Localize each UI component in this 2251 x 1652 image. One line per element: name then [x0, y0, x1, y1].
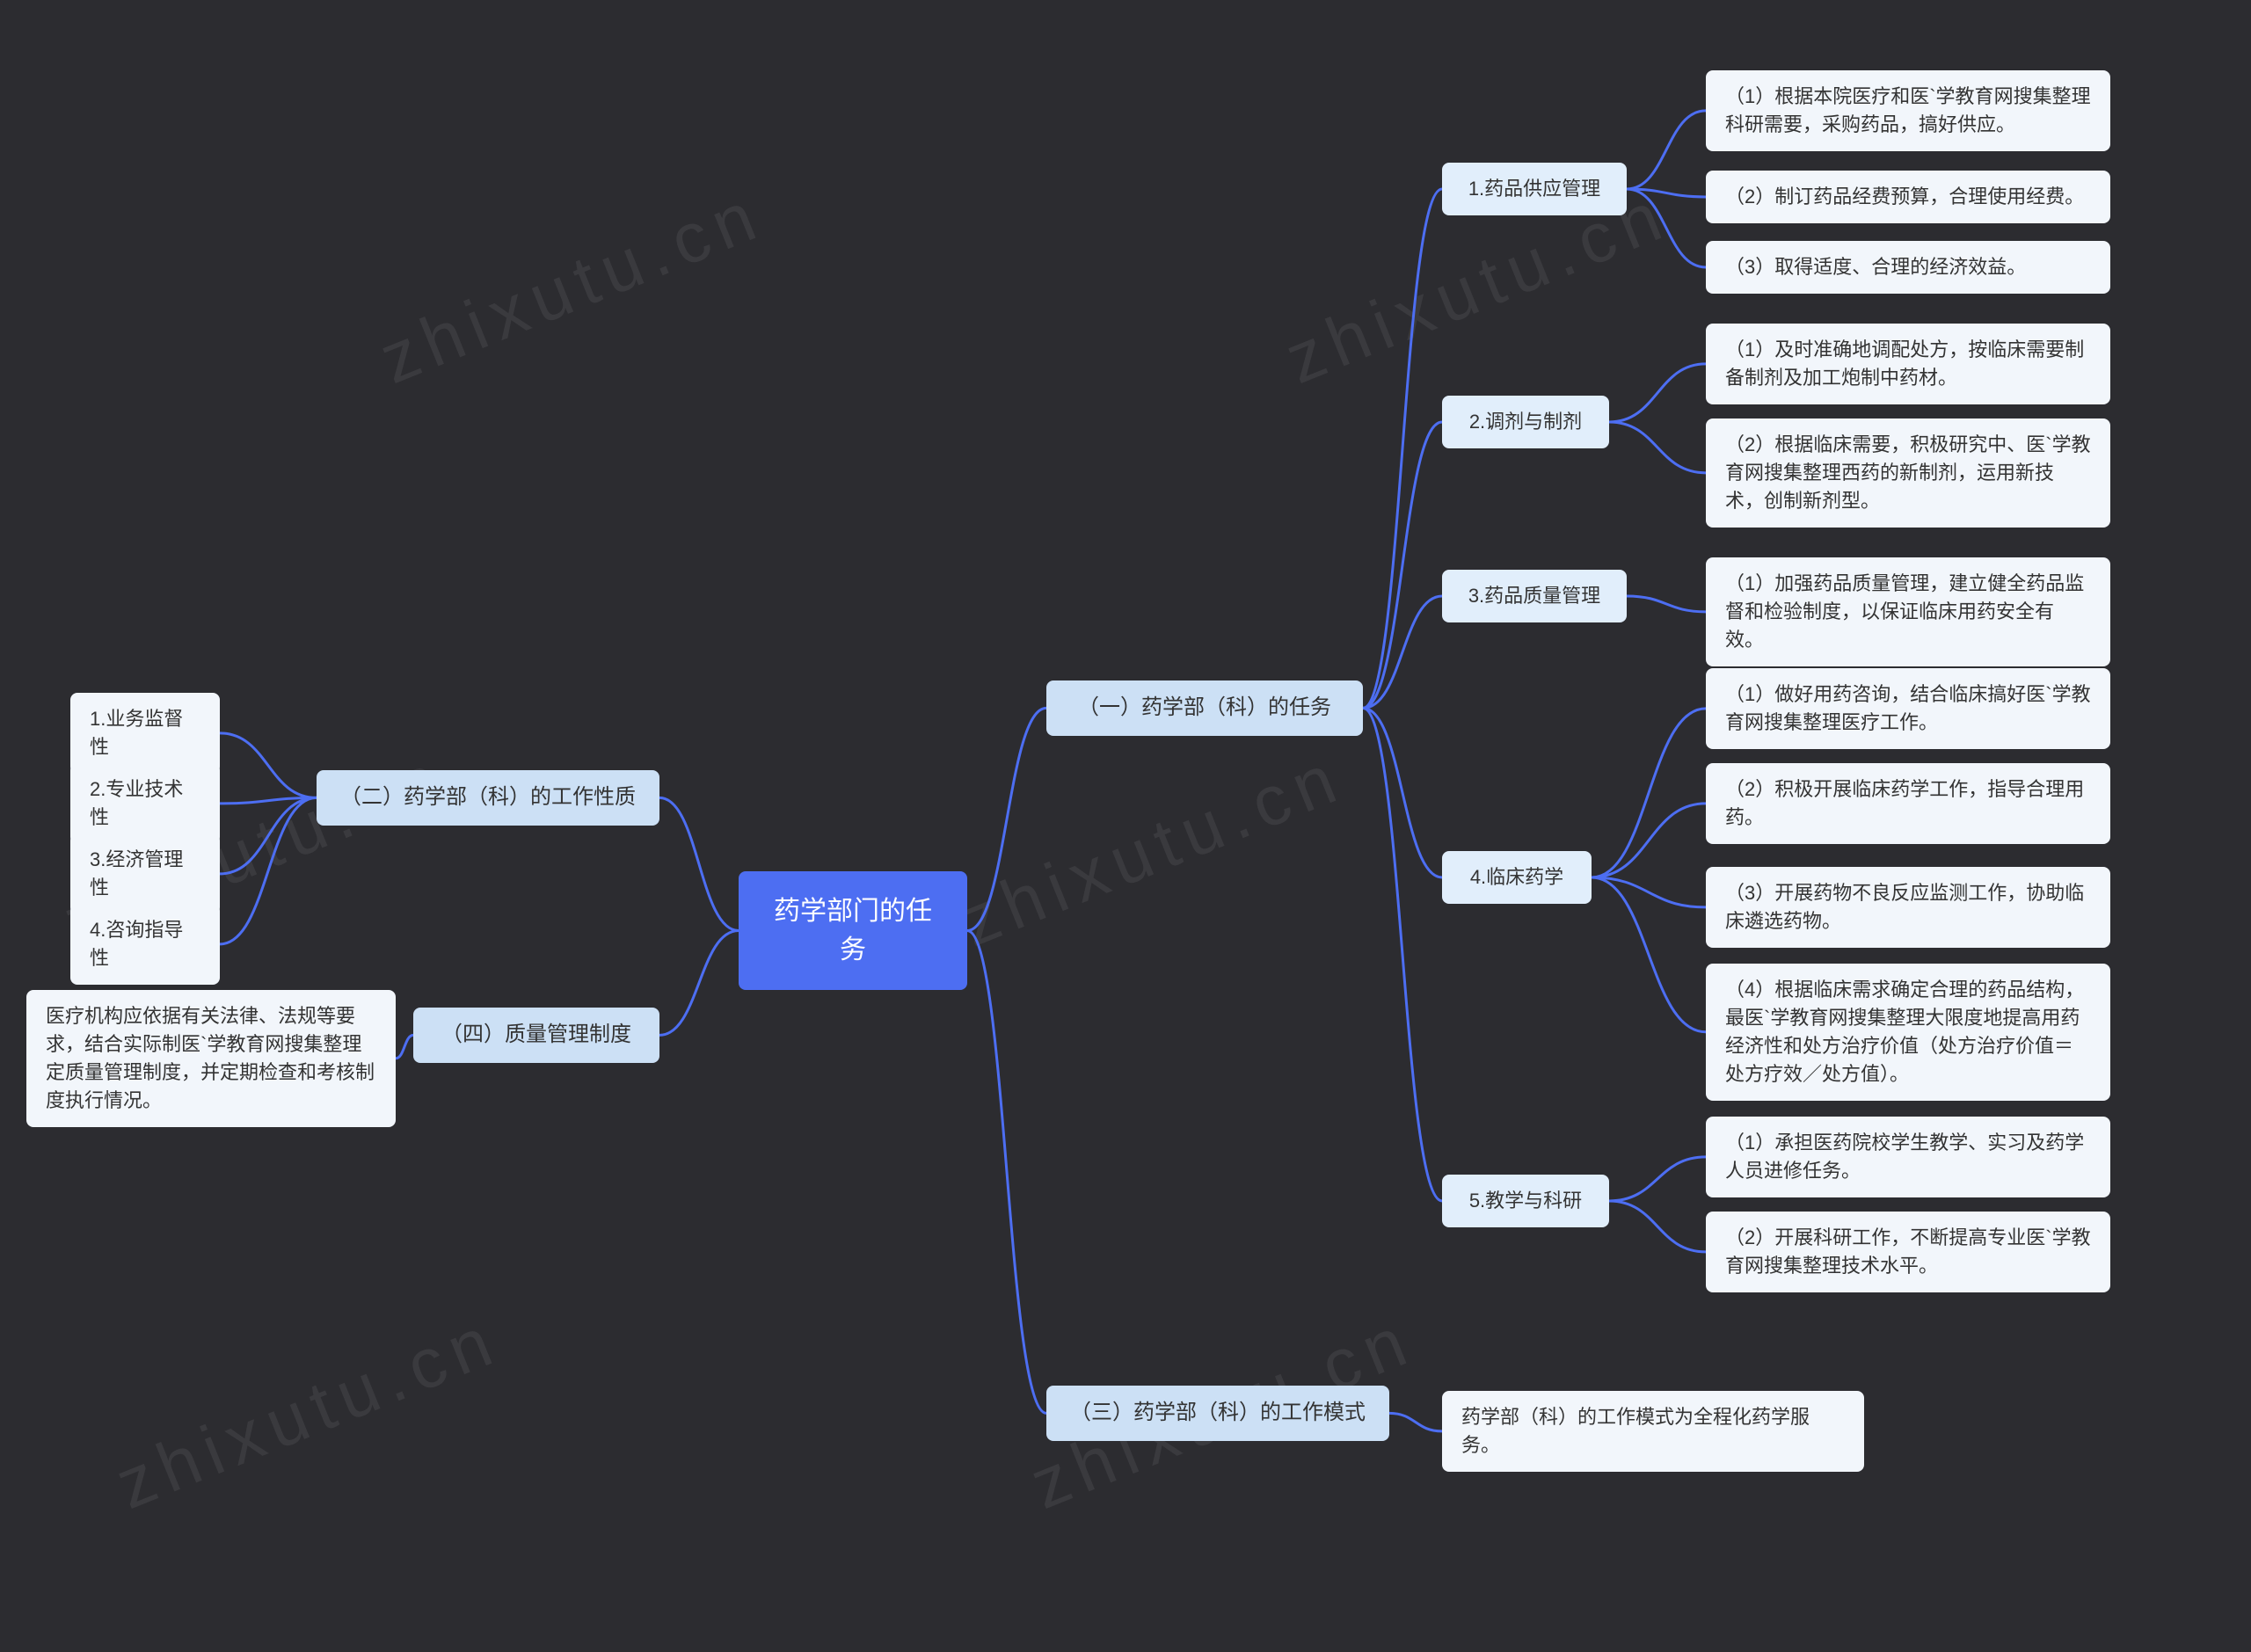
- watermark: zhixutu.cn: [950, 736, 1355, 963]
- c4-leaf-3: （4）根据临床需求确定合理的药品结构，最医`学教育网搜集整理大限度地提高用药经济…: [1706, 964, 2110, 1101]
- branch-1-sub-4: 4.临床药学: [1442, 851, 1592, 904]
- c3-leaf-0: （1）加强药品质量管理，建立健全药品监督和检验制度，以保证临床用药安全有效。: [1706, 557, 2110, 666]
- branch-2-leaf-3: 4.咨询指导性: [70, 904, 220, 985]
- branch-1-sub-2: 2.调剂与制剂: [1442, 396, 1609, 448]
- branch-4: （四）质量管理制度: [413, 1008, 659, 1063]
- c4-leaf-1: （2）积极开展临床药学工作，指导合理用药。: [1706, 763, 2110, 844]
- watermark: zhixutu.cn: [369, 173, 775, 400]
- branch-2-leaf-0: 1.业务监督性: [70, 693, 220, 774]
- branch-1-sub-3: 3.药品质量管理: [1442, 570, 1627, 622]
- root-node: 药学部门的任务: [739, 871, 967, 990]
- branch-1: （一）药学部（科）的任务: [1046, 680, 1363, 736]
- c5-leaf-1: （2）开展科研工作，不断提高专业医`学教育网搜集整理技术水平。: [1706, 1212, 2110, 1292]
- c4-leaf-0: （1）做好用药咨询，结合临床搞好医`学教育网搜集整理医疗工作。: [1706, 668, 2110, 749]
- watermark: zhixutu.cn: [106, 1299, 511, 1525]
- branch-2: （二）药学部（科）的工作性质: [317, 770, 659, 826]
- c5-leaf-0: （1）承担医药院校学生教学、实习及药学人员进修任务。: [1706, 1117, 2110, 1197]
- branch-3: （三）药学部（科）的工作模式: [1046, 1386, 1389, 1441]
- c1-leaf-0: （1）根据本院医疗和医`学教育网搜集整理科研需要，采购药品，搞好供应。: [1706, 70, 2110, 151]
- branch-4-leaf: 医疗机构应依据有关法律、法规等要求，结合实际制医`学教育网搜集整理定质量管理制度…: [26, 990, 396, 1127]
- branch-2-leaf-2: 3.经济管理性: [70, 833, 220, 914]
- c1-leaf-2: （3）取得适度、合理的经济效益。: [1706, 241, 2110, 294]
- branch-1-sub-1: 1.药品供应管理: [1442, 163, 1627, 215]
- branch-2-leaf-1: 2.专业技术性: [70, 763, 220, 844]
- branch-1-sub-5: 5.教学与科研: [1442, 1175, 1609, 1227]
- c1-leaf-1: （2）制订药品经费预算，合理使用经费。: [1706, 171, 2110, 223]
- c4-leaf-2: （3）开展药物不良反应监测工作，协助临床遴选药物。: [1706, 867, 2110, 948]
- c2-leaf-0: （1）及时准确地调配处方，按临床需要制备制剂及加工炮制中药材。: [1706, 324, 2110, 404]
- c2-leaf-1: （2）根据临床需要，积极研究中、医`学教育网搜集整理西药的新制剂，运用新技术，创…: [1706, 418, 2110, 528]
- branch-3-leaf: 药学部（科）的工作模式为全程化药学服务。: [1442, 1391, 1864, 1472]
